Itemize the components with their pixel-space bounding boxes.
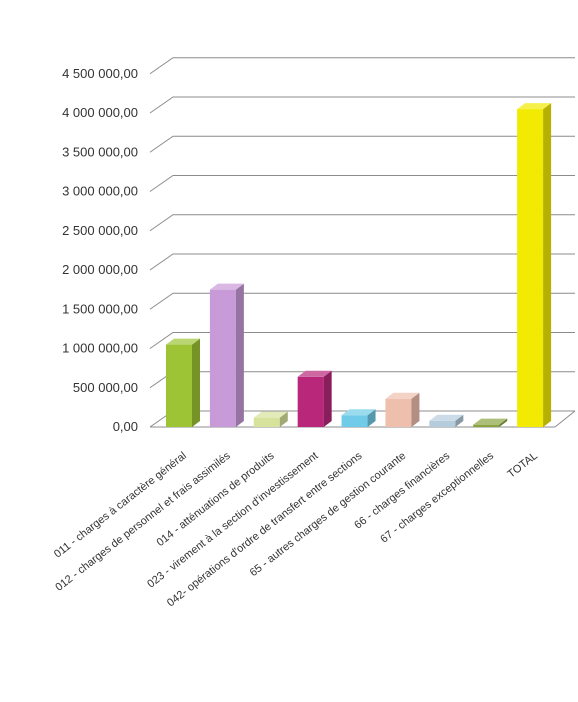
x-category-label: TOTAL xyxy=(505,450,540,481)
y-tick-label: 500 000,00 xyxy=(73,380,138,395)
bar-top xyxy=(253,411,288,418)
bar-side xyxy=(411,392,420,427)
bar-side xyxy=(455,414,464,427)
bar xyxy=(429,414,464,427)
gridline xyxy=(149,292,575,310)
gridline xyxy=(149,135,575,153)
bar xyxy=(341,409,376,427)
bar xyxy=(385,392,420,427)
bar-side xyxy=(367,409,376,427)
bar xyxy=(473,418,508,427)
bar-top xyxy=(341,409,376,416)
bar-side xyxy=(192,338,200,427)
y-tick-label: 3 500 000,00 xyxy=(62,144,138,159)
bar-front xyxy=(209,289,236,427)
y-tick-label: 0,00 xyxy=(113,419,138,434)
gridline xyxy=(149,332,575,349)
y-tick-label: 2 000 000,00 xyxy=(62,262,138,277)
bar xyxy=(517,103,552,427)
y-tick-label: 1 000 000,00 xyxy=(62,341,138,356)
bar-top xyxy=(385,392,420,399)
gridline xyxy=(149,57,575,75)
floor-edge xyxy=(554,410,576,428)
bar-side xyxy=(499,418,508,427)
bar-top xyxy=(429,414,464,421)
bar-front xyxy=(341,415,368,427)
y-tick-label: 4 000 000,00 xyxy=(62,105,138,120)
y-tick-label: 1 500 000,00 xyxy=(62,301,138,316)
bar-front xyxy=(297,376,324,427)
bar xyxy=(209,283,244,427)
bar-side xyxy=(279,411,288,427)
bar-front xyxy=(517,109,544,427)
y-tick-label: 3 000 000,00 xyxy=(62,184,138,199)
gridline xyxy=(149,214,575,232)
bar-top xyxy=(297,370,332,377)
x-category-label: 65 - autres charges de gestion courante xyxy=(248,450,409,579)
bar-front xyxy=(253,417,280,427)
bar-front xyxy=(166,344,192,427)
bar xyxy=(166,338,200,427)
bar-side xyxy=(323,370,332,427)
y-tick-label: 2 500 000,00 xyxy=(62,223,138,238)
bar xyxy=(297,370,332,427)
bar-top xyxy=(517,103,552,110)
bar-top xyxy=(166,338,200,345)
bar-front xyxy=(385,398,412,427)
gridline xyxy=(149,96,575,114)
bar-top xyxy=(209,283,244,290)
bar-front xyxy=(429,420,456,427)
y-axis-tick-labels: 0,00 500 000,00 1 000 000,00 1 500 000,00 2 … xyxy=(62,66,138,434)
gridline xyxy=(149,175,575,192)
bar-front xyxy=(473,424,500,427)
bar-side xyxy=(235,283,244,427)
bar-top xyxy=(473,418,508,425)
gridline xyxy=(149,253,575,271)
bars xyxy=(166,103,552,427)
bar-side xyxy=(543,103,552,427)
bar xyxy=(253,411,288,427)
y-tick-label: 4 500 000,00 xyxy=(62,66,138,81)
